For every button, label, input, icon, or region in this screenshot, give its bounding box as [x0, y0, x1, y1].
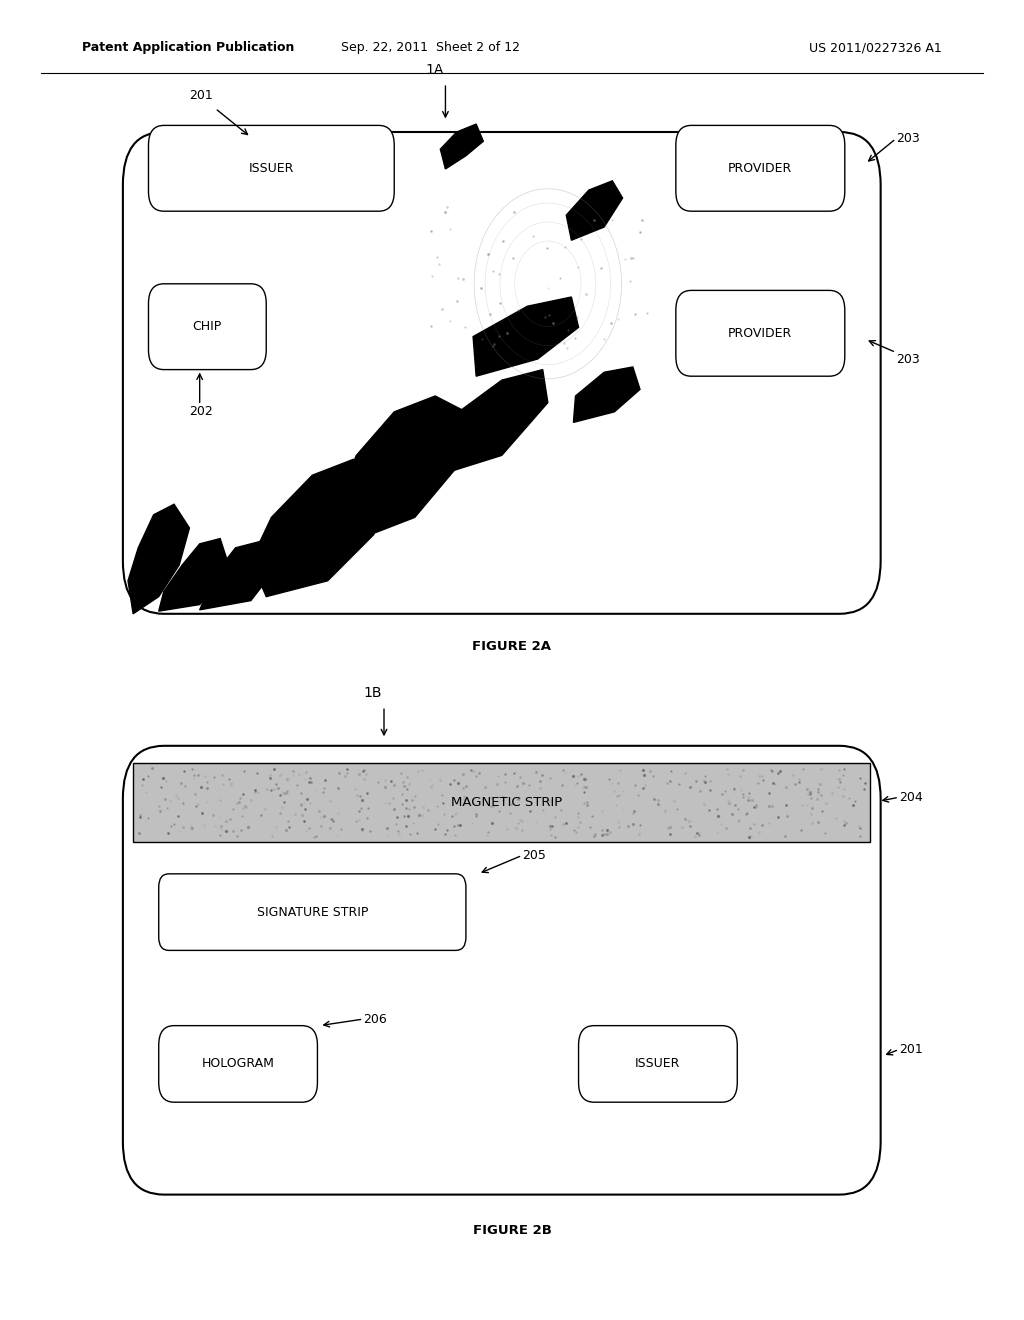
Polygon shape: [200, 541, 274, 610]
Polygon shape: [440, 124, 483, 169]
Text: 204: 204: [899, 791, 923, 804]
Text: FIGURE 2B: FIGURE 2B: [472, 1224, 552, 1237]
Polygon shape: [566, 181, 623, 240]
Text: HOLOGRAM: HOLOGRAM: [202, 1057, 274, 1071]
Text: 206: 206: [364, 1012, 387, 1026]
Text: PROVIDER: PROVIDER: [728, 162, 793, 174]
Polygon shape: [473, 297, 579, 376]
FancyBboxPatch shape: [148, 125, 394, 211]
Text: CHIP: CHIP: [193, 321, 222, 333]
Polygon shape: [338, 396, 466, 541]
Text: Sep. 22, 2011  Sheet 2 of 12: Sep. 22, 2011 Sheet 2 of 12: [341, 41, 519, 54]
FancyBboxPatch shape: [123, 132, 881, 614]
Text: ISSUER: ISSUER: [249, 162, 294, 174]
FancyBboxPatch shape: [676, 125, 845, 211]
Polygon shape: [251, 459, 384, 597]
Text: ISSUER: ISSUER: [635, 1057, 681, 1071]
FancyBboxPatch shape: [123, 746, 881, 1195]
Polygon shape: [128, 504, 189, 614]
Polygon shape: [425, 370, 548, 478]
Text: 205: 205: [522, 849, 546, 862]
Polygon shape: [159, 539, 230, 611]
FancyBboxPatch shape: [676, 290, 845, 376]
FancyBboxPatch shape: [133, 763, 870, 842]
Text: PROVIDER: PROVIDER: [728, 327, 793, 339]
Text: US 2011/0227326 A1: US 2011/0227326 A1: [809, 41, 942, 54]
Text: 202: 202: [189, 405, 213, 418]
Text: 1B: 1B: [364, 685, 382, 700]
Text: Patent Application Publication: Patent Application Publication: [82, 41, 294, 54]
Text: 1A: 1A: [425, 62, 443, 77]
Text: 201: 201: [189, 88, 213, 102]
Text: 203: 203: [896, 352, 920, 366]
FancyBboxPatch shape: [579, 1026, 737, 1102]
Text: FIGURE 2A: FIGURE 2A: [472, 640, 552, 653]
FancyBboxPatch shape: [148, 284, 266, 370]
Text: MAGNETIC STRIP: MAGNETIC STRIP: [452, 796, 562, 809]
Text: 201: 201: [899, 1043, 923, 1056]
Text: SIGNATURE STRIP: SIGNATURE STRIP: [257, 906, 368, 919]
FancyBboxPatch shape: [159, 874, 466, 950]
Polygon shape: [573, 367, 640, 422]
Text: 203: 203: [896, 132, 920, 145]
FancyBboxPatch shape: [159, 1026, 317, 1102]
